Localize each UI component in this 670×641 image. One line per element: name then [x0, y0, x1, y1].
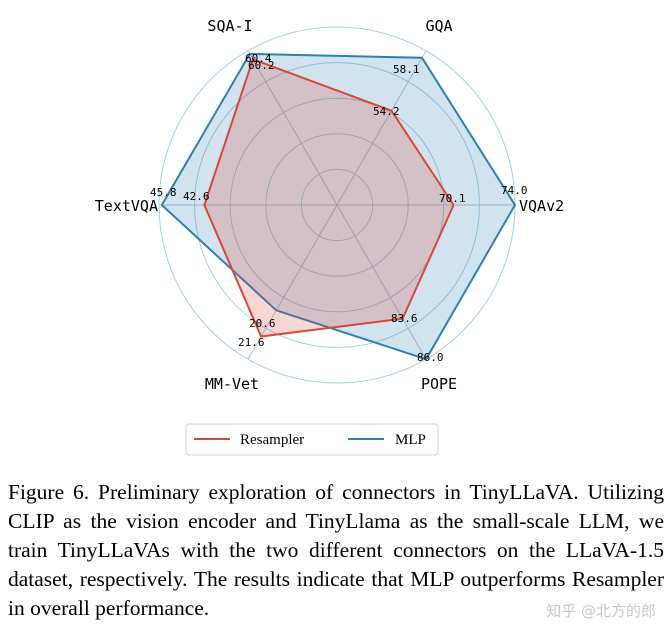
grid-spoke: [247, 50, 338, 206]
axis-label-gqa: GQA: [425, 17, 452, 35]
axis-label-vqav2: VQAv2: [519, 197, 564, 215]
grid-spoke: [336, 204, 427, 360]
radar-grid: [158, 26, 516, 384]
value-label-mlp: 74.0: [501, 184, 528, 197]
series-polygon-resampler: [203, 58, 455, 338]
radar-series: [160, 52, 516, 361]
axis-label-sqa-i: SQA-I: [207, 17, 252, 35]
axis-label-pope: POPE: [421, 375, 457, 393]
axis-label-textvqa: TextVQA: [95, 197, 158, 215]
radar-chart: SQA-I GQA VQAv2 POPE MM-Vet TextVQA 60.2 54.2 7…: [95, 17, 564, 456]
axis-label-mm-vet: MM-Vet: [205, 375, 259, 393]
value-label-mlp: 60.4: [245, 52, 272, 65]
legend-label-resampler: Resampler: [240, 432, 304, 448]
grid-spoke: [336, 50, 427, 206]
value-label-mlp: 86.0: [417, 351, 444, 364]
value-label-resampler: 54.2: [373, 105, 400, 118]
axis-labels: SQA-I GQA VQAv2 POPE MM-Vet TextVQA: [95, 17, 564, 393]
value-label-mlp: 45.8: [150, 186, 177, 199]
series-polygon-mlp: [160, 52, 516, 361]
value-labels: 60.2 54.2 70.1 83.6 21.6 42.6 60.4 58.1 74.0 86.0…: [150, 52, 528, 364]
value-label-resampler: 83.6: [391, 312, 418, 325]
grid-spoke: [247, 204, 338, 360]
legend-label-mlp: MLP: [395, 432, 426, 448]
value-label-resampler: 21.6: [238, 336, 265, 349]
legend: Resampler MLP: [185, 423, 439, 456]
value-label-resampler: 60.2: [248, 59, 275, 72]
value-label-resampler: 70.1: [439, 192, 466, 205]
watermark: 知乎 @北方的郎: [546, 602, 656, 620]
value-label-resampler: 42.6: [183, 190, 210, 203]
figure-caption: Figure 6. Preliminary exploration of con…: [8, 480, 664, 620]
value-label-mlp: 58.1: [393, 63, 420, 76]
value-label-mlp: 20.6: [249, 317, 276, 330]
